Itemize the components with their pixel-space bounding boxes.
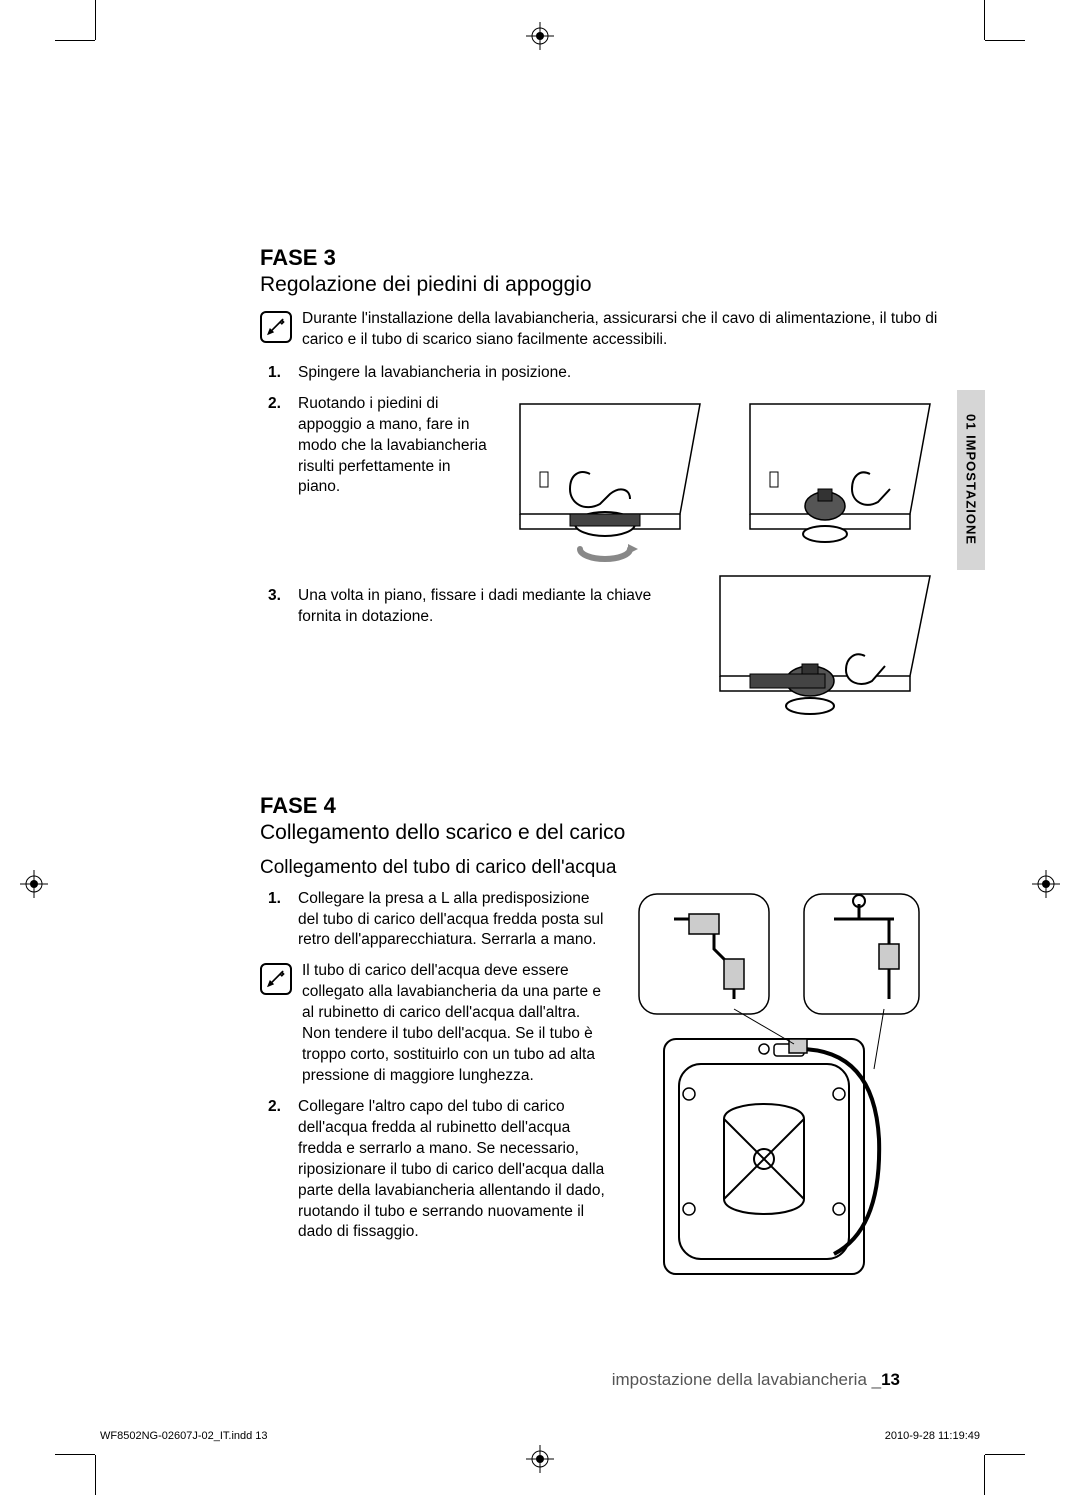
- note-text: Il tubo di carico dell'acqua deve essere…: [302, 961, 610, 1087]
- crop-mark: [55, 1454, 95, 1455]
- page-footer: impostazione della lavabiancheria _13: [612, 1370, 900, 1390]
- phase3-subtitle: Regolazione dei piedini di appoggio: [260, 273, 940, 297]
- crop-mark: [985, 40, 1025, 41]
- note-icon: [260, 963, 292, 995]
- phase4-steps-cont: Collegare l'altro capo del tubo di caric…: [260, 1097, 610, 1243]
- page-number: 13: [881, 1370, 900, 1389]
- step-text: Collegare la presa a L alla predisposizi…: [298, 890, 603, 949]
- phase4-note: Il tubo di carico dell'acqua deve essere…: [260, 961, 610, 1087]
- phase3-note: Durante l'installazione della lavabianch…: [260, 309, 940, 351]
- step-item: Spingere la lavabiancheria in posizione.: [260, 363, 940, 384]
- phase3-title: FASE 3: [260, 245, 940, 271]
- crop-mark: [984, 1455, 985, 1495]
- step-text: Una volta in piano, fissare i dadi media…: [298, 586, 690, 628]
- step-item: Ruotando i piedini di appoggio a mano, f…: [260, 394, 940, 576]
- page-content: FASE 3 Regolazione dei piedini di appogg…: [260, 245, 940, 1294]
- registration-mark-icon: [526, 22, 554, 50]
- phase4-subheading: Collegamento del tubo di carico dell'acq…: [260, 857, 940, 879]
- manual-page: 01 IMPOSTAZIONE FASE 3 Regolazione dei p…: [0, 0, 1080, 1495]
- registration-mark-icon: [526, 1445, 554, 1473]
- step-text: Collegare l'altro capo del tubo di caric…: [298, 1098, 605, 1241]
- water-connection-figure: [634, 889, 940, 1294]
- phase4-subtitle: Collegamento dello scarico e del carico: [260, 821, 940, 845]
- registration-mark-icon: [1032, 870, 1060, 898]
- section-tab-label: 01 IMPOSTAZIONE: [964, 414, 979, 545]
- footer-text: impostazione della lavabiancheria _: [612, 1370, 881, 1389]
- crop-mark: [55, 40, 95, 41]
- phase3-steps: Spingere la lavabiancheria in posizione.…: [260, 363, 940, 743]
- step-item: Una volta in piano, fissare i dadi media…: [260, 586, 940, 743]
- registration-mark-icon: [20, 870, 48, 898]
- crop-mark: [95, 1455, 96, 1495]
- leveling-foot-figure-a: [510, 394, 710, 576]
- phase4-steps: Collegare la presa a L alla predisposizi…: [260, 889, 610, 952]
- note-icon: [260, 311, 292, 343]
- phase4-title: FASE 4: [260, 793, 940, 819]
- print-file-label: WF8502NG-02607J-02_IT.indd 13: [100, 1430, 268, 1442]
- step-item: Collegare l'altro capo del tubo di caric…: [260, 1097, 610, 1243]
- crop-mark: [984, 0, 985, 40]
- section-tab: 01 IMPOSTAZIONE: [957, 390, 985, 570]
- crop-mark: [95, 0, 96, 40]
- step-item: Collegare la presa a L alla predisposizi…: [260, 889, 610, 952]
- print-timestamp: 2010-9-28 11:19:49: [885, 1430, 980, 1442]
- note-text: Durante l'installazione della lavabianch…: [302, 309, 940, 351]
- lock-nut-figure: [710, 566, 940, 743]
- leveling-foot-figure-b: [740, 394, 940, 576]
- crop-mark: [985, 1454, 1025, 1455]
- step-text: Spingere la lavabiancheria in posizione.: [298, 364, 571, 381]
- step-text: Ruotando i piedini di appoggio a mano, f…: [298, 394, 490, 499]
